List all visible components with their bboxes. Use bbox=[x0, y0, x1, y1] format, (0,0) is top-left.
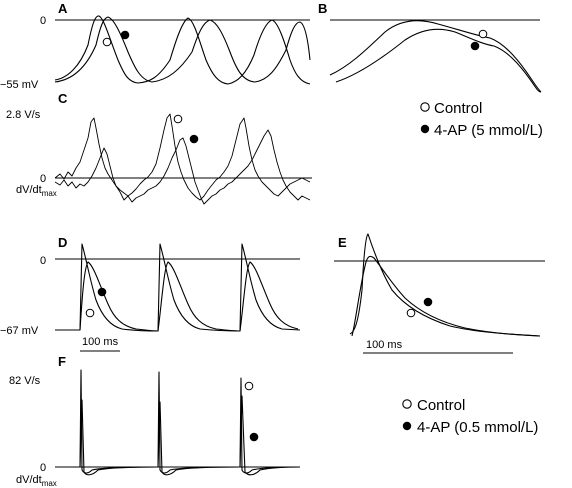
panel-a: A 0 −55 mV bbox=[0, 1, 311, 91]
axis-c-max-label: 2.8 V/s bbox=[6, 109, 41, 121]
panel-label-f: F bbox=[58, 354, 66, 369]
trace-d-drug bbox=[79, 261, 299, 332]
axis-f-unit-sub: max bbox=[42, 479, 57, 488]
legend-bottom-control-marker bbox=[402, 399, 412, 409]
trace-e-control bbox=[349, 233, 541, 337]
axis-d-min-label: −67 mV bbox=[0, 325, 39, 337]
axis-f-max-label: 82 V/s bbox=[9, 375, 41, 387]
panel-d: D 0 −67 mV 100 ms bbox=[0, 235, 301, 352]
axis-c-unit-main: dV/dt bbox=[16, 184, 42, 196]
trace-c-control bbox=[54, 113, 311, 201]
marker-f-control bbox=[244, 381, 254, 391]
marker-b-control bbox=[478, 29, 488, 39]
axis-f-unit-main: dV/dt bbox=[16, 474, 42, 486]
trace-c-drug bbox=[54, 129, 311, 205]
axis-d-zero-label: 0 bbox=[40, 255, 46, 267]
panel-label-d: D bbox=[58, 235, 67, 250]
legend-bottom-control-label: Control bbox=[417, 397, 465, 414]
trace-a-control bbox=[54, 15, 311, 85]
scalebar-d-label: 100 ms bbox=[82, 336, 119, 348]
trace-b-control bbox=[329, 20, 542, 93]
trace-f-drug bbox=[79, 395, 301, 476]
panel-label-c: C bbox=[58, 91, 68, 106]
axis-c-unit: dV/dtmax bbox=[16, 184, 57, 198]
legend-bottom-drug-label: 4-AP (0.5 mmol/L) bbox=[417, 419, 538, 436]
legend-bottom: Control 4-AP (0.5 mmol/L) bbox=[402, 397, 538, 436]
marker-d-control bbox=[85, 308, 95, 318]
axis-f-unit: dV/dtmax bbox=[16, 474, 57, 488]
trace-d-control bbox=[55, 243, 301, 332]
panel-label-e: E bbox=[338, 235, 347, 250]
trace-b-drug bbox=[335, 28, 542, 93]
axis-a-zero-label: 0 bbox=[40, 15, 46, 27]
panel-label-a: A bbox=[58, 1, 68, 16]
panel-label-b: B bbox=[318, 1, 327, 16]
trace-e-drug bbox=[351, 255, 541, 337]
marker-d-drug bbox=[97, 287, 107, 297]
marker-f-drug bbox=[249, 432, 259, 442]
legend-top-control-label: Control bbox=[434, 100, 482, 117]
legend-top-control-marker bbox=[420, 102, 430, 112]
panel-e: E 100 ms bbox=[334, 233, 545, 354]
marker-e-drug bbox=[423, 297, 433, 307]
trace-f-control bbox=[55, 369, 301, 474]
legend-top-drug-label: 4-AP (5 mmol/L) bbox=[434, 122, 543, 139]
legend-bottom-drug-marker bbox=[402, 421, 412, 431]
marker-b-drug bbox=[470, 41, 480, 51]
marker-c-control bbox=[173, 114, 183, 124]
marker-a-control bbox=[102, 37, 112, 47]
panel-b: B bbox=[318, 1, 542, 93]
scalebar-e-label: 100 ms bbox=[366, 339, 403, 351]
axis-c-unit-sub: max bbox=[42, 189, 57, 198]
axis-c-zero-label: 0 bbox=[40, 173, 46, 185]
marker-e-control bbox=[406, 308, 416, 318]
axis-a-min-label: −55 mV bbox=[0, 79, 39, 91]
marker-c-drug bbox=[189, 134, 199, 144]
panel-f: F 82 V/s 0 dV/dtmax bbox=[9, 354, 301, 488]
axis-f-zero-label: 0 bbox=[40, 462, 46, 474]
trace-a-drug bbox=[54, 16, 311, 83]
panel-c: C 2.8 V/s 0 dV/dtmax bbox=[6, 91, 312, 205]
marker-a-drug bbox=[120, 30, 130, 40]
legend-top: Control 4-AP (5 mmol/L) bbox=[420, 100, 543, 139]
legend-top-drug-marker bbox=[420, 124, 430, 134]
